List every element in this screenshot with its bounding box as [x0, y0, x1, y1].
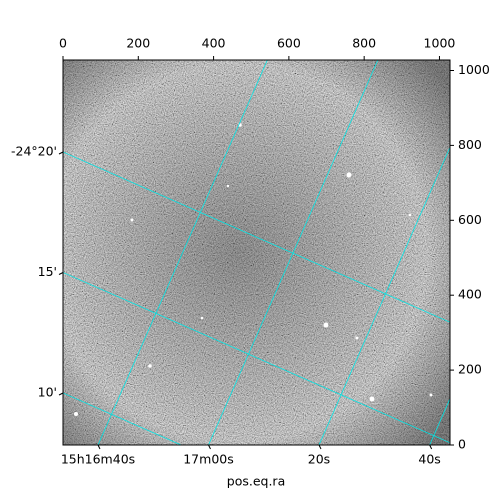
dec-tick [58, 272, 64, 275]
y-tick-label: 600 [458, 212, 482, 227]
x-tick-label: 800 [352, 36, 376, 51]
ra-tick-label: 20s [308, 452, 330, 467]
x-tick-label: 0 [59, 36, 67, 51]
ra-tick [97, 444, 101, 450]
x-tick-label: 200 [126, 36, 150, 51]
ra-grid-line [429, 398, 450, 445]
ra-tick [318, 444, 322, 450]
y-tick-label: 0 [458, 437, 466, 452]
frame [62, 59, 451, 446]
ra-tick [429, 444, 433, 450]
x-axis-label: pos.eq.ra [227, 474, 285, 489]
y-tick-label: 1000 [458, 62, 490, 77]
dec-grid-line [63, 392, 182, 445]
dec-tick [58, 151, 64, 155]
x-tick-label: 600 [277, 36, 301, 51]
dec-tick-label: 10' [38, 385, 57, 400]
ra-tick-label: 17m00s [183, 452, 234, 467]
dec-grid-line [63, 272, 450, 444]
dec-tick-label: -24°20' [11, 144, 57, 159]
ra-tick [208, 444, 211, 450]
dec-grid-line [63, 151, 450, 323]
x-tick-label: 400 [202, 36, 226, 51]
ra-tick-label: 15h16m40s [61, 452, 135, 467]
dec-tick-label: 15' [38, 264, 57, 279]
x-tick-label: 1000 [424, 36, 456, 51]
y-tick-label: 400 [458, 287, 482, 302]
ra-grid-line [97, 60, 268, 445]
ra-tick-label: 40s [418, 452, 440, 467]
ra-grid-line [208, 60, 379, 445]
sky-image [63, 60, 450, 445]
y-tick-label: 800 [458, 137, 482, 152]
y-tick-label: 200 [458, 362, 482, 377]
dec-tick [58, 392, 64, 396]
ra-grid-line [318, 147, 450, 445]
